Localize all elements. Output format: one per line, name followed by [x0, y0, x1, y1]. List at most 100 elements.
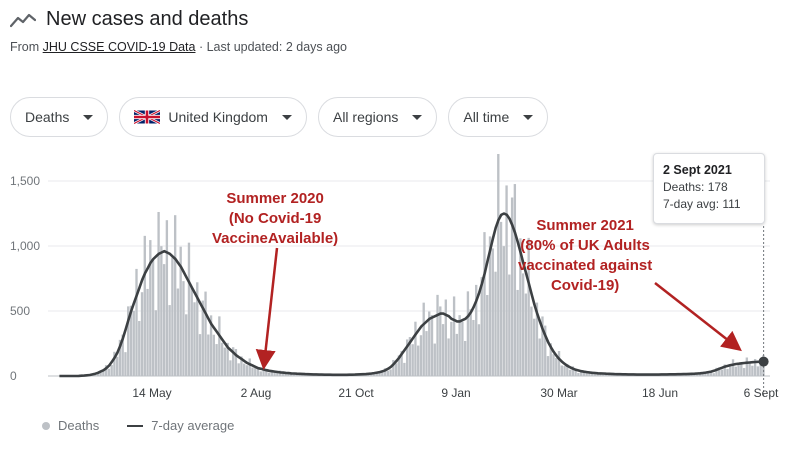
death-bar [557, 351, 561, 376]
death-bar [251, 367, 254, 376]
death-bar [389, 369, 392, 376]
death-bar [428, 311, 431, 376]
death-bar [447, 338, 450, 376]
death-bar [571, 366, 575, 376]
page-title: New cases and deaths [46, 8, 249, 30]
annotation-line: Summer 2020 [226, 190, 324, 207]
x-tick-label: 30 Mar [540, 386, 577, 400]
death-bar [546, 356, 550, 376]
death-bar [110, 364, 113, 376]
death-bar [243, 363, 246, 376]
death-bar [256, 367, 260, 376]
death-bar [372, 374, 376, 376]
time-range-dropdown[interactable]: All time [448, 97, 549, 137]
death-bar [417, 345, 420, 376]
death-bar [143, 235, 146, 376]
death-bar [549, 343, 552, 376]
death-bar [430, 315, 434, 376]
death-bar [276, 372, 279, 376]
death-bar [461, 321, 464, 376]
death-bar [715, 367, 718, 376]
death-bar [541, 316, 544, 376]
death-bar [124, 352, 127, 376]
chart-legend: Deaths 7-day average [42, 418, 234, 433]
source-link[interactable]: JHU CSSE COVID-19 Data [42, 40, 196, 54]
death-bar [403, 362, 406, 376]
death-bar [552, 354, 555, 376]
death-bar [538, 338, 541, 376]
death-bar [599, 373, 602, 376]
death-bar [400, 350, 403, 376]
legend-label-deaths: Deaths [58, 418, 100, 433]
death-bar [519, 238, 522, 376]
death-bar [231, 347, 235, 376]
x-tick-label: 6 Sept [744, 386, 779, 400]
death-bar [497, 154, 500, 376]
y-tick-label: 500 [10, 304, 30, 318]
line-series-swatch [127, 424, 144, 427]
death-bar [579, 370, 583, 376]
death-bar [533, 318, 536, 376]
death-bar [682, 374, 685, 376]
death-bar [516, 289, 519, 376]
death-bar [607, 374, 610, 376]
death-bar [118, 339, 122, 376]
death-bar [726, 369, 729, 376]
death-bar [574, 368, 577, 376]
death-bar [563, 366, 566, 376]
annotation-summer-2020: Summer 2020 (No Covid-19 VaccineAvailabl… [212, 189, 338, 249]
death-bar [129, 305, 133, 376]
hover-tooltip: 2 Sept 2021 Deaths: 178 7-day avg: 111 [653, 153, 765, 224]
death-bar [433, 343, 436, 376]
caret-down-icon [523, 114, 534, 120]
death-bar [508, 274, 511, 376]
death-bar [198, 334, 202, 376]
time-range-label: All time [463, 109, 510, 125]
death-bar [510, 197, 514, 376]
y-tick-label: 1,500 [10, 174, 40, 188]
death-bar [709, 371, 713, 376]
region-dropdown[interactable]: All regions [317, 97, 438, 137]
death-bar [463, 340, 467, 376]
death-bar [182, 281, 185, 376]
death-bar [165, 220, 169, 376]
death-bar [698, 373, 702, 376]
death-bar [452, 296, 456, 376]
caret-down-icon [412, 114, 423, 120]
death-bar [229, 360, 232, 376]
death-bar [270, 370, 273, 376]
death-bar [458, 315, 461, 376]
death-bar [737, 363, 740, 376]
death-bar [157, 211, 160, 376]
death-bar [135, 268, 138, 376]
death-bar [190, 288, 193, 376]
annotation-line: (No Covid-19 [228, 210, 322, 227]
death-bar [245, 365, 249, 376]
death-bar [414, 321, 417, 376]
death-bar [386, 370, 389, 376]
death-bar [267, 372, 271, 376]
death-bar [104, 365, 108, 376]
average-line [59, 212, 764, 378]
country-label: United Kingdom [168, 109, 268, 125]
death-bar [742, 368, 746, 376]
death-bar [756, 366, 760, 376]
country-dropdown[interactable]: United Kingdom [119, 97, 307, 137]
legend-label-average: 7-day average [151, 418, 235, 433]
metric-dropdown[interactable]: Deaths [10, 97, 109, 137]
death-bar [480, 277, 483, 376]
death-bar [695, 374, 699, 376]
death-bar [162, 264, 166, 376]
hover-point [758, 356, 769, 367]
death-bar [439, 306, 442, 376]
deaths-chart[interactable]: 0 500 1,000 1,500 14 May 2 Aug 21 Oct 9 Jan 30 M… [0, 140, 800, 410]
death-bar [149, 240, 152, 376]
death-bar [469, 309, 472, 376]
death-bar [436, 294, 439, 376]
death-bar [151, 259, 155, 376]
header: New cases and deaths [10, 8, 248, 31]
death-bar [535, 302, 539, 376]
tooltip-date: 2 Sept 2021 [663, 163, 732, 177]
x-tick-label: 14 May [132, 386, 171, 400]
death-bar [223, 347, 227, 376]
